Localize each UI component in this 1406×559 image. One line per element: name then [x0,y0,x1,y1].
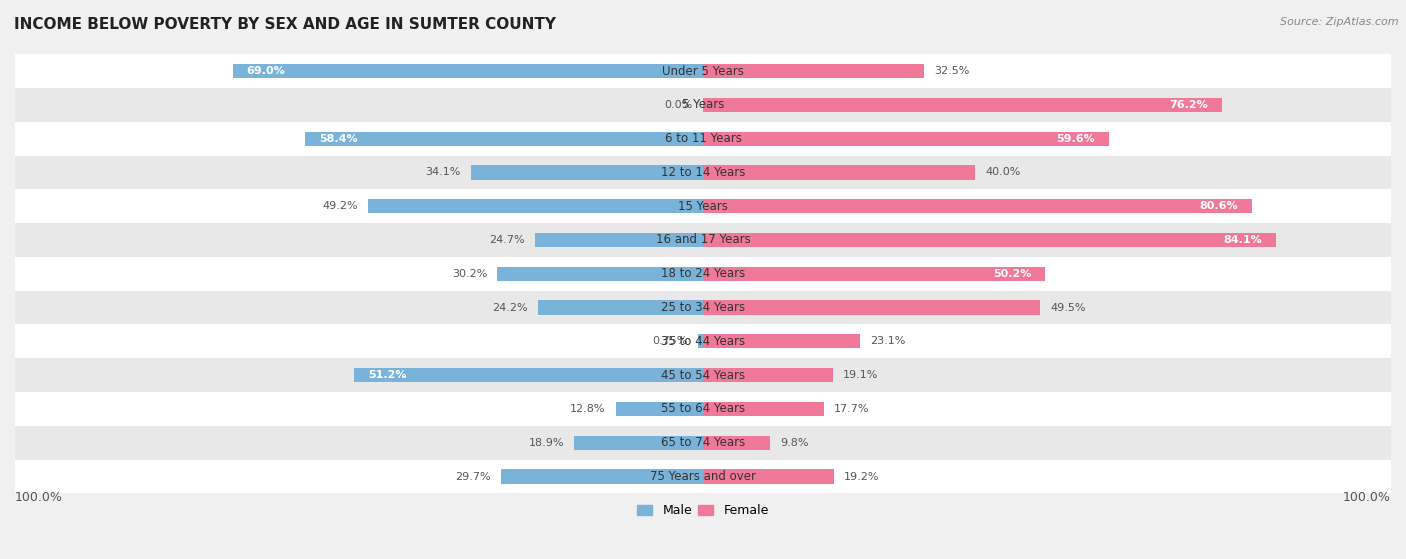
Bar [574,435,703,450]
Text: 30.2%: 30.2% [451,269,486,279]
Bar [703,470,834,484]
Bar [15,291,1391,324]
Bar [233,64,703,78]
Text: 58.4%: 58.4% [319,134,357,144]
Text: 40.0%: 40.0% [986,167,1021,177]
Legend: Male, Female: Male, Female [633,499,773,522]
Text: 0.0%: 0.0% [665,100,693,110]
Bar [703,435,769,450]
Text: 12.8%: 12.8% [569,404,606,414]
Bar [15,392,1391,426]
Text: INCOME BELOW POVERTY BY SEX AND AGE IN SUMTER COUNTY: INCOME BELOW POVERTY BY SEX AND AGE IN S… [14,17,555,32]
Text: 49.5%: 49.5% [1050,302,1085,312]
Bar [703,267,1045,281]
Bar [15,324,1391,358]
Text: 35 to 44 Years: 35 to 44 Years [661,335,745,348]
Bar [703,64,924,78]
Text: 50.2%: 50.2% [993,269,1032,279]
Text: 19.1%: 19.1% [844,370,879,380]
Bar [498,267,703,281]
Bar [15,358,1391,392]
Bar [703,368,834,382]
Text: 59.6%: 59.6% [1057,134,1095,144]
Bar [15,459,1391,494]
Bar [703,301,1040,315]
Text: Source: ZipAtlas.com: Source: ZipAtlas.com [1281,17,1399,27]
Text: 51.2%: 51.2% [368,370,406,380]
Text: 80.6%: 80.6% [1199,201,1239,211]
Text: 16 and 17 Years: 16 and 17 Years [655,234,751,247]
Text: 6 to 11 Years: 6 to 11 Years [665,132,741,145]
Text: 5 Years: 5 Years [682,98,724,111]
Bar [703,98,1222,112]
Bar [616,402,703,416]
Text: 19.2%: 19.2% [844,472,880,481]
Text: 18 to 24 Years: 18 to 24 Years [661,267,745,280]
Text: 24.2%: 24.2% [492,302,527,312]
Bar [501,470,703,484]
Bar [15,122,1391,155]
Bar [471,165,703,179]
Text: 75 Years and over: 75 Years and over [650,470,756,483]
Bar [354,368,703,382]
Text: 34.1%: 34.1% [425,167,461,177]
Text: 100.0%: 100.0% [1343,491,1391,504]
Bar [368,199,703,214]
Bar [703,402,824,416]
Text: 15 Years: 15 Years [678,200,728,213]
Bar [15,54,1391,88]
Text: 55 to 64 Years: 55 to 64 Years [661,402,745,415]
Bar [703,165,976,179]
Bar [15,88,1391,122]
Text: 25 to 34 Years: 25 to 34 Years [661,301,745,314]
Bar [15,426,1391,459]
Text: Under 5 Years: Under 5 Years [662,64,744,78]
Text: 17.7%: 17.7% [834,404,869,414]
Text: 0.75%: 0.75% [652,337,688,347]
Bar [697,334,703,348]
Bar [15,190,1391,223]
Bar [703,199,1251,214]
Text: 84.1%: 84.1% [1223,235,1263,245]
Bar [15,155,1391,190]
Text: 69.0%: 69.0% [246,66,285,76]
Text: 100.0%: 100.0% [15,491,63,504]
Bar [15,257,1391,291]
Text: 65 to 74 Years: 65 to 74 Years [661,436,745,449]
Text: 32.5%: 32.5% [935,66,970,76]
Text: 24.7%: 24.7% [489,235,524,245]
Bar [534,233,703,247]
Text: 9.8%: 9.8% [780,438,808,448]
Text: 29.7%: 29.7% [456,472,491,481]
Text: 49.2%: 49.2% [322,201,357,211]
Text: 23.1%: 23.1% [870,337,905,347]
Bar [538,301,703,315]
Bar [305,131,703,146]
Bar [703,131,1109,146]
Bar [703,334,860,348]
Bar [15,223,1391,257]
Text: 45 to 54 Years: 45 to 54 Years [661,369,745,382]
Text: 18.9%: 18.9% [529,438,564,448]
Text: 12 to 14 Years: 12 to 14 Years [661,166,745,179]
Bar [703,233,1275,247]
Text: 76.2%: 76.2% [1170,100,1208,110]
